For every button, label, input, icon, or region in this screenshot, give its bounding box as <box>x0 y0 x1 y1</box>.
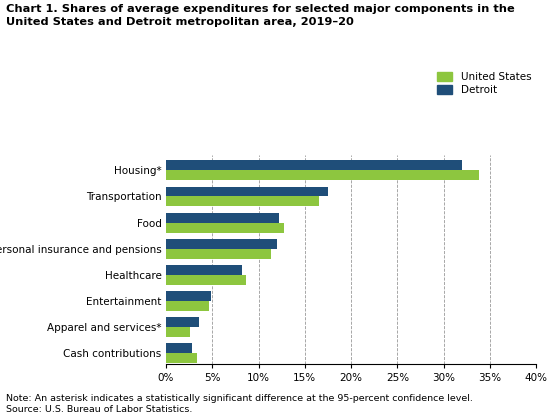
Legend: United States, Detroit: United States, Detroit <box>437 72 531 95</box>
Bar <box>166 222 284 232</box>
Bar <box>166 265 242 275</box>
Bar <box>166 301 208 311</box>
Bar <box>166 275 247 285</box>
Bar <box>166 343 192 353</box>
Text: Chart 1. Shares of average expenditures for selected major components in the
Uni: Chart 1. Shares of average expenditures … <box>6 4 514 27</box>
Bar <box>166 317 199 327</box>
Bar <box>166 213 279 222</box>
Bar <box>166 353 197 363</box>
Bar <box>166 196 319 206</box>
Bar <box>166 186 328 196</box>
Bar <box>166 327 190 337</box>
Bar <box>166 161 462 171</box>
Bar <box>166 239 277 249</box>
Bar <box>166 171 479 180</box>
Text: Note: An asterisk indicates a statistically significant difference at the 95-per: Note: An asterisk indicates a statistica… <box>6 395 472 414</box>
Bar <box>166 291 211 301</box>
Bar <box>166 249 270 259</box>
